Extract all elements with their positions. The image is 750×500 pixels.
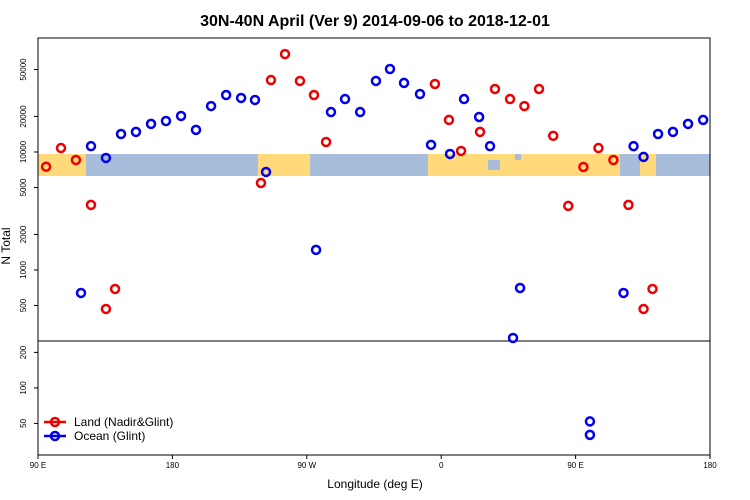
point <box>325 106 337 118</box>
point <box>370 75 382 87</box>
y-tick-label: 50 <box>19 418 28 427</box>
point <box>235 92 247 104</box>
point <box>504 93 516 105</box>
point <box>647 283 658 295</box>
point <box>294 75 306 87</box>
point <box>310 244 322 256</box>
point <box>444 148 456 160</box>
point <box>584 416 596 427</box>
point <box>190 124 202 136</box>
legend-marker <box>49 416 61 428</box>
point <box>220 89 232 101</box>
point <box>130 126 142 138</box>
point <box>455 145 467 157</box>
point <box>320 136 332 148</box>
point <box>414 88 426 100</box>
point <box>354 106 366 118</box>
point <box>473 111 485 123</box>
point <box>205 100 217 112</box>
point <box>682 118 694 130</box>
point <box>519 100 530 112</box>
point <box>652 128 664 140</box>
point <box>109 283 121 295</box>
point <box>339 93 351 105</box>
point <box>474 126 486 138</box>
point <box>547 130 559 142</box>
point <box>85 199 97 211</box>
point <box>255 177 267 189</box>
point <box>623 199 634 211</box>
point <box>145 118 157 130</box>
point <box>484 140 496 152</box>
x-tick-label: 0 <box>439 461 444 470</box>
point <box>260 166 272 178</box>
plot-frame <box>37 37 711 456</box>
point <box>249 94 261 106</box>
point <box>70 154 82 166</box>
point <box>100 303 112 315</box>
point <box>115 128 127 140</box>
point <box>563 200 574 212</box>
point <box>40 161 52 172</box>
y-tick-label: 20000 <box>19 105 28 128</box>
point <box>507 332 519 344</box>
y-tick-label: 10000 <box>19 140 28 163</box>
point <box>75 287 87 299</box>
point <box>584 429 596 441</box>
point <box>514 282 526 294</box>
x-tick-label: 90 W <box>297 461 316 470</box>
point <box>489 83 501 95</box>
y-tick-label: 500 <box>19 298 28 312</box>
y-tick-label: 100 <box>19 381 28 395</box>
y-axis-label: N Total <box>0 227 13 264</box>
legend-label: Land (Nadir&Glint) <box>74 415 173 429</box>
point <box>425 139 437 151</box>
y-tick-label: 5000 <box>19 178 28 196</box>
point <box>160 115 172 127</box>
point <box>618 287 629 299</box>
point <box>638 151 649 163</box>
point <box>697 114 709 126</box>
point <box>265 74 277 86</box>
x-tick-label: 90 E <box>30 461 46 470</box>
point <box>533 83 545 95</box>
chart-title: 30N-40N April (Ver 9) 2014-09-06 to 2018… <box>200 13 550 30</box>
point <box>85 140 97 152</box>
y-tick-label: 1000 <box>19 260 28 278</box>
point <box>55 142 67 154</box>
point <box>175 110 187 122</box>
point <box>443 114 455 126</box>
point <box>667 126 679 138</box>
point <box>279 48 291 60</box>
point <box>608 154 619 166</box>
x-tick-label: 90 E <box>567 461 583 470</box>
point <box>308 89 320 101</box>
point <box>398 77 410 89</box>
point <box>429 78 441 90</box>
point <box>578 161 589 173</box>
point <box>384 63 396 75</box>
point <box>638 303 649 315</box>
point <box>593 142 604 154</box>
legend-marker <box>49 430 61 442</box>
y-tick-label: 200 <box>19 345 28 359</box>
y-tick-label: 2000 <box>19 225 28 243</box>
point <box>458 93 470 105</box>
y-tick-label: 50000 <box>19 58 28 81</box>
point <box>100 152 112 164</box>
x-tick-label: 180 <box>166 461 180 470</box>
x-axis-label: Longitude (deg E) <box>327 477 422 491</box>
x-tick-label: 180 <box>703 461 717 470</box>
point <box>628 140 639 152</box>
legend-label: Ocean (Glint) <box>74 429 145 443</box>
